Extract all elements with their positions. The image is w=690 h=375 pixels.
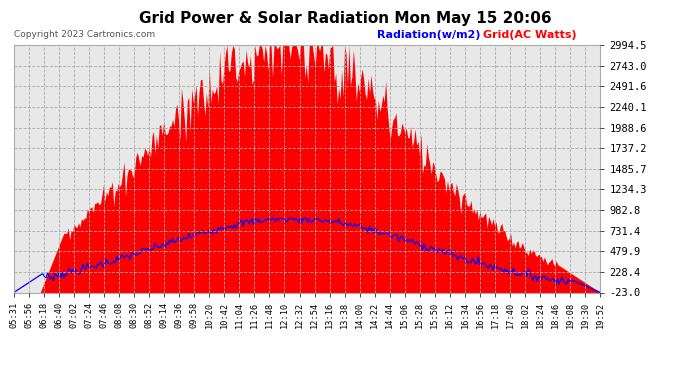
Text: Copyright 2023 Cartronics.com: Copyright 2023 Cartronics.com bbox=[14, 30, 155, 39]
Text: Grid(AC Watts): Grid(AC Watts) bbox=[483, 30, 577, 40]
Text: Radiation(w/m2): Radiation(w/m2) bbox=[377, 30, 481, 40]
Text: Grid Power & Solar Radiation Mon May 15 20:06: Grid Power & Solar Radiation Mon May 15 … bbox=[139, 11, 551, 26]
